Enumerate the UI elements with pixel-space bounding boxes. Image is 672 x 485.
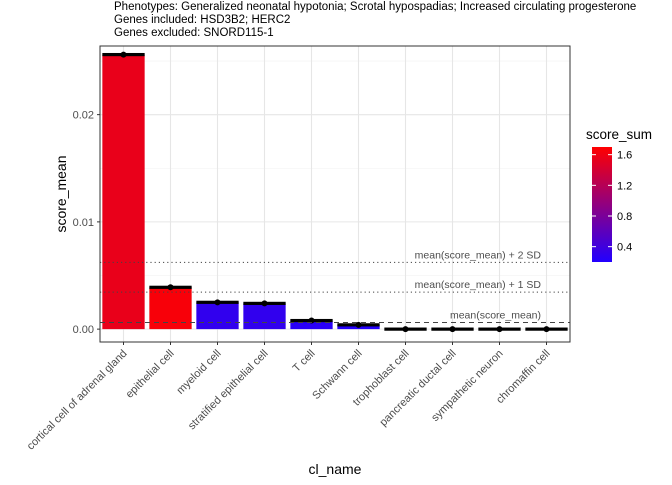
chart-title-line: Phenotypes: Generalized neonatal hypoton… [114, 1, 636, 13]
chart-title-line: Genes excluded: SNORD115-1 [114, 27, 274, 39]
data-point [403, 326, 409, 332]
y-axis-title: score_mean [53, 155, 69, 232]
chart-title-line: Genes included: HSD3B2; HERC2 [114, 14, 290, 26]
legend-tick-label: 1.6 [617, 150, 632, 162]
legend-tick-label: 0.8 [617, 211, 632, 223]
x-axis-title: cl_name [309, 461, 362, 477]
data-point [168, 284, 174, 290]
legend-colorbar [592, 147, 612, 262]
y-tick-label: 0.00 [73, 324, 94, 336]
data-point [215, 299, 221, 305]
y-tick-label: 0.01 [73, 217, 94, 229]
data-point [544, 326, 550, 332]
x-tick-label: T cell [291, 348, 318, 375]
bar [196, 302, 238, 329]
reference-line-label: mean(score_mean) + 1 SD [415, 279, 542, 291]
x-tick-label: epithelial cell [124, 348, 177, 401]
bar [102, 55, 144, 330]
x-tick-label: stratified epithelial cell [186, 348, 271, 433]
x-tick-label: cortical cell of adrenal gland [25, 348, 130, 453]
bar [243, 303, 285, 329]
x-tick-label: myeloid cell [174, 348, 223, 397]
y-tick-label: 0.02 [73, 110, 94, 122]
data-point [121, 52, 127, 58]
data-point [262, 300, 268, 306]
data-point [497, 326, 503, 332]
reference-line-label: mean(score_mean) + 2 SD [415, 249, 542, 261]
legend-tick-label: 1.2 [617, 180, 632, 192]
reference-line-label: mean(score_mean) [450, 309, 541, 321]
legend-title: score_sum [586, 127, 652, 142]
legend-tick-label: 0.4 [617, 242, 632, 254]
data-point [450, 326, 456, 332]
